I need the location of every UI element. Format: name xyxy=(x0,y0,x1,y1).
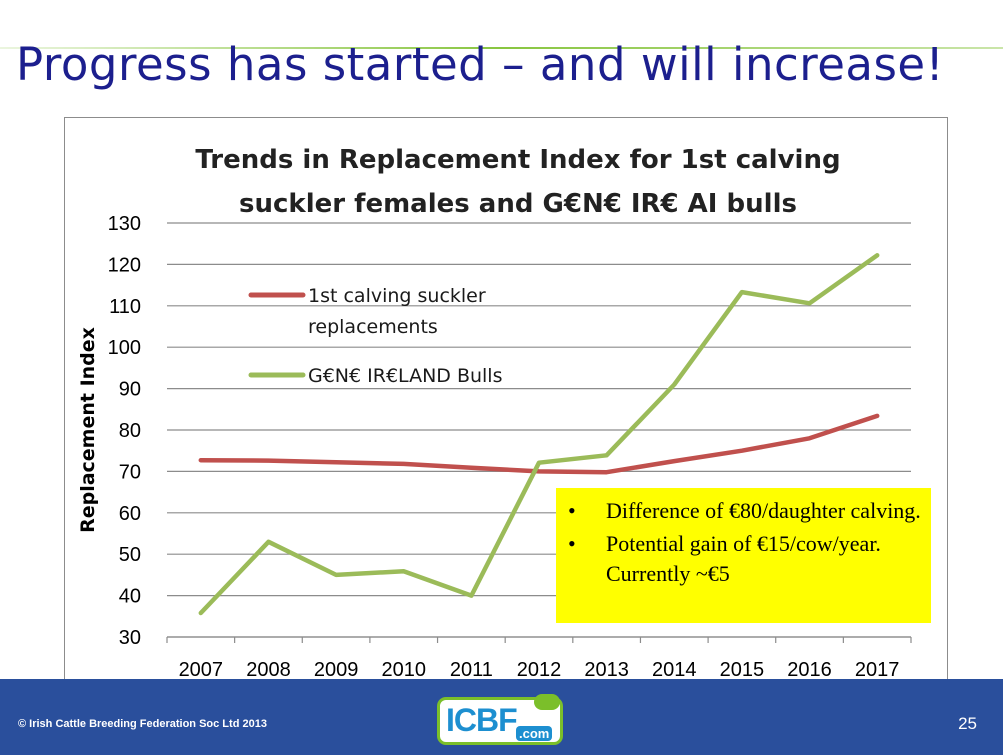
callout-list: • Difference of €80/daughter calving. • Po… xyxy=(564,496,921,589)
x-tick-label: 2012 xyxy=(517,659,562,681)
y-tick-label: 80 xyxy=(119,420,141,442)
x-tick-label: 2008 xyxy=(246,659,290,681)
y-tick-label: 100 xyxy=(108,337,141,359)
y-tick-label: 50 xyxy=(119,544,141,566)
chart-title-line: Trends in Replacement Index for 1st calv… xyxy=(195,145,840,175)
logo-suffix: .com xyxy=(516,726,553,741)
y-tick-label: 30 xyxy=(119,627,141,649)
legend-label: replacements xyxy=(308,316,438,338)
slide-title: Progress has started – and will increase… xyxy=(16,38,945,91)
legend-label: G€N€ IR€LAND Bulls xyxy=(308,365,502,387)
bullet-icon: • xyxy=(568,498,576,523)
y-axis-label: Replacement Index xyxy=(77,327,99,533)
x-tick-label: 2007 xyxy=(179,659,224,681)
callout-item: • Potential gain of €15/cow/year. Current… xyxy=(564,529,921,589)
line-chart: 30 40 50 60 70 80 90 100 110 120 130 2007 2008 2009 20… xyxy=(77,145,912,681)
y-tick-label: 120 xyxy=(108,254,141,276)
x-tick-label: 2010 xyxy=(381,659,426,681)
x-tick-label: 2009 xyxy=(314,659,359,681)
y-tick-label: 60 xyxy=(119,503,141,525)
copyright-text: © Irish Cattle Breeding Federation Soc L… xyxy=(18,718,267,730)
callout-item: • Difference of €80/daughter calving. xyxy=(564,496,921,526)
chart-title-line: suckler females and G€N€ IR€ AI bulls xyxy=(239,189,797,219)
icbf-logo: ICBF .com xyxy=(437,694,563,745)
x-tick-label: 2015 xyxy=(720,659,765,681)
y-tick-label: 110 xyxy=(109,296,141,318)
x-tick-label: 2011 xyxy=(450,659,493,681)
title-rule xyxy=(0,47,1003,49)
callout-text: Potential gain of €15/cow/year. Currentl… xyxy=(606,531,881,586)
y-tick-label: 90 xyxy=(119,379,141,401)
y-tick-label: 130 xyxy=(108,213,141,235)
bullet-icon: • xyxy=(568,531,576,556)
page-number: 25 xyxy=(958,714,977,733)
callout-text: Difference of €80/daughter calving. xyxy=(606,498,921,523)
y-tick-label: 40 xyxy=(119,586,141,608)
legend-label: 1st calving suckler xyxy=(308,285,486,307)
logo-mark-icon xyxy=(534,694,560,710)
callout-box: • Difference of €80/daughter calving. • Po… xyxy=(556,488,931,623)
y-tick-label: 70 xyxy=(119,461,141,483)
logo-text: ICBF xyxy=(446,702,518,738)
x-tick-label: 2013 xyxy=(584,659,629,681)
x-tick-label: 2016 xyxy=(787,659,832,681)
x-tick-label: 2014 xyxy=(652,659,697,681)
x-tick-label: 2017 xyxy=(855,659,900,681)
